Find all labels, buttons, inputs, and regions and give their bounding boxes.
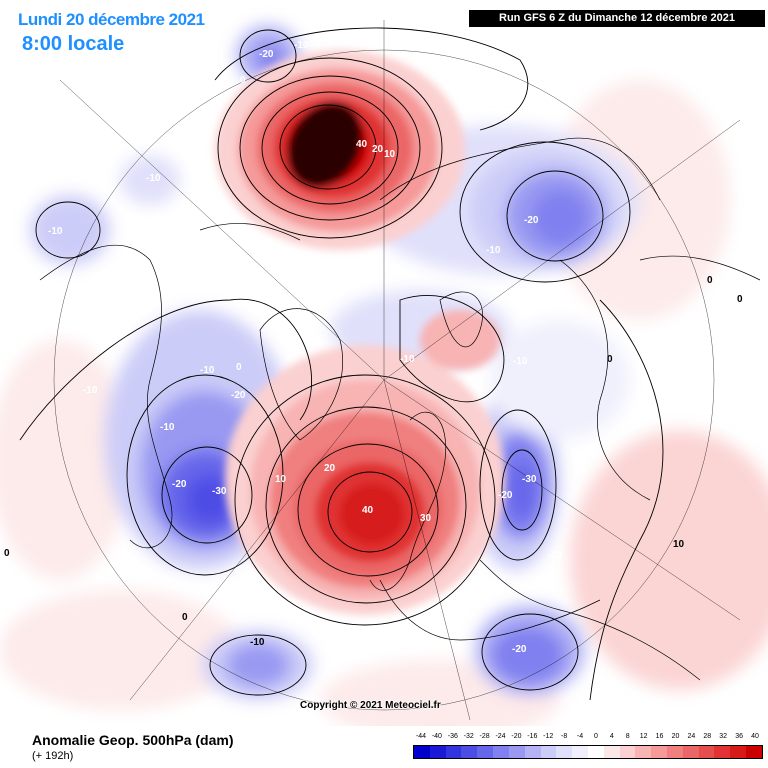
- legend-swatch: [635, 746, 652, 758]
- label-asia-0a: 0: [707, 275, 713, 286]
- contour-lines: [19, 27, 664, 701]
- legend-tick-label: -16: [527, 733, 538, 740]
- label-na-0: 0: [236, 362, 242, 373]
- legend-swatch: [540, 746, 557, 758]
- legend-ticks: -44 -40 -36 -32 -28 -24 -20 -16 -12 -8 -4 0 4 8 12 16 20…: [413, 733, 763, 745]
- legend-swatch: [619, 746, 636, 758]
- anomaly-map: 40 20 10 40 30 20 10 -20 -10 0 -10 -10 0…: [0, 20, 768, 726]
- legend-tick-label: -36: [447, 733, 458, 740]
- forecast-time: 8:00 locale: [22, 33, 125, 55]
- label-nw-canada-10: -10: [83, 385, 98, 396]
- label-asia-0b: 0: [737, 294, 743, 305]
- legend-swatch: [461, 746, 478, 758]
- legend-swatch: [524, 746, 541, 758]
- legend-tick-label: -24: [495, 733, 506, 740]
- label-left-0: 0: [4, 548, 10, 559]
- legend-swatch: [603, 746, 620, 758]
- legend-swatch: [651, 746, 667, 758]
- label-scandinavia-30: 30: [420, 513, 432, 524]
- legend-swatch: [587, 746, 604, 758]
- forecast-date: Lundi 20 décembre 2021: [18, 10, 205, 29]
- legend-swatch: [698, 746, 715, 758]
- legend-swatch: [667, 746, 683, 758]
- legend-tick-label: -8: [561, 733, 568, 740]
- legend-bar: [413, 745, 763, 759]
- label-atlantic-20: 20: [324, 463, 336, 474]
- label-na-30: -30: [212, 486, 227, 497]
- label-pacific-0: 0: [240, 75, 246, 86]
- label-south-0: 0: [182, 612, 188, 623]
- label-atlantic-10: 10: [275, 474, 287, 485]
- graticule: [53, 20, 741, 721]
- label-east-asia-20: -20: [512, 644, 527, 655]
- legend-tick-label: -32: [463, 733, 474, 740]
- legend-swatch: [429, 746, 446, 758]
- legend-tick-label: 20: [671, 733, 680, 740]
- label-russia-30: -30: [522, 474, 537, 485]
- label-siberia-20: -20: [524, 215, 539, 226]
- legend-tick-label: 40: [751, 733, 759, 740]
- legend-swatch: [556, 746, 573, 758]
- label-europe-40: 40: [362, 505, 374, 516]
- legend-swatch: [508, 746, 525, 758]
- label-na-10: -10: [200, 365, 215, 376]
- label-siberia-10: -10: [486, 245, 501, 256]
- legend-tick-label: 0: [593, 733, 598, 740]
- legend-tick-label: 4: [609, 733, 614, 740]
- legend-tick-label: -40: [431, 733, 442, 740]
- label-greenland-10: 10: [384, 149, 396, 160]
- legend-tick-label: 28: [703, 733, 712, 740]
- label-na-10b: -10: [160, 422, 175, 433]
- label-arctic-0: 0: [98, 158, 104, 169]
- legend-tick-label: -12: [543, 733, 554, 740]
- label-canada-10b: -10: [48, 226, 63, 237]
- model-run-banner: Run GFS 6 Z du Dimanche 12 décembre 2021: [469, 10, 765, 27]
- legend-tick-label: 8: [625, 733, 630, 740]
- label-greenland-20: 20: [372, 144, 384, 155]
- color-legend: -44 -40 -36 -32 -28 -24 -20 -16 -12 -8 -4 0 4 8 12 16 20…: [413, 733, 763, 763]
- legend-swatch: [572, 746, 588, 758]
- contour-labels: 40 20 10 40 30 20 10 -20 -10 0 -10 -10 0…: [4, 40, 743, 655]
- legend-tick-label: -28: [479, 733, 490, 740]
- label-pacific-low: -10: [250, 637, 265, 648]
- label-russia-10: -10: [548, 550, 563, 561]
- label-canada-10: -10: [146, 173, 161, 184]
- legend-tick-label: -4: [576, 733, 584, 740]
- label-russia-20: -20: [498, 490, 513, 501]
- label-alaska-10: -10: [294, 40, 309, 51]
- legend-swatch: [730, 746, 747, 758]
- positive-anomalies: [215, 50, 505, 615]
- legend-tick-label: -20: [511, 733, 522, 740]
- label-arctic-0b: -10: [400, 354, 415, 365]
- legend-tick-label: 24: [687, 733, 696, 740]
- legend-swatch: [414, 746, 430, 758]
- label-na-20: -20: [231, 390, 246, 401]
- legend-swatch: [445, 746, 462, 758]
- label-na-20b: -20: [172, 479, 187, 490]
- label-arctic-10: -10: [513, 356, 528, 367]
- label-asia-0c: 0: [607, 354, 613, 365]
- legend-swatch: [682, 746, 699, 758]
- legend-tick-label: 16: [655, 733, 664, 740]
- legend-tick-label: 12: [639, 733, 648, 740]
- label-greenland-40: 40: [356, 139, 368, 150]
- coastlines: [39, 137, 761, 681]
- label-asia-10: 10: [673, 539, 685, 550]
- copyright: Copyright © 2021 Meteociel.fr: [300, 700, 441, 711]
- legend-swatch: [493, 746, 509, 758]
- lead-time: (+ 192h): [32, 750, 74, 762]
- variable-title: Anomalie Geop. 500hPa (dam): [32, 732, 234, 748]
- legend-swatch: [746, 746, 762, 758]
- legend-tick-label: 32: [719, 733, 728, 740]
- label-alaska-20: -20: [259, 49, 274, 60]
- legend-swatch: [714, 746, 731, 758]
- legend-tick-label: -44: [415, 733, 427, 740]
- legend-tick-label: 36: [735, 733, 743, 740]
- legend-swatch: [477, 746, 494, 758]
